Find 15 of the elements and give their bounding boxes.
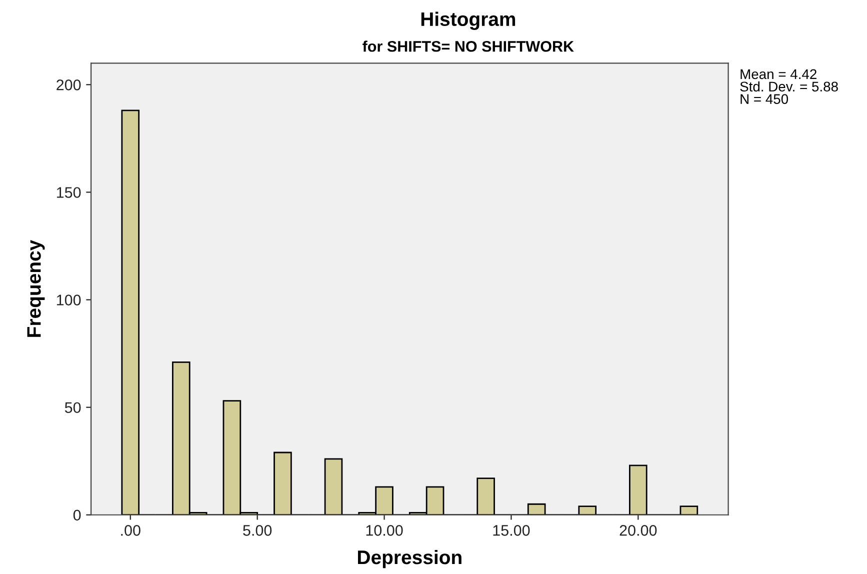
x-tick-label: 15.00 (493, 525, 530, 536)
x-tick-label: .00 (121, 525, 140, 536)
chart-subtitle: for SHIFTS= NO SHIFTWORK (362, 40, 574, 52)
y-tick-label: 0 (73, 510, 81, 521)
y-tick-label: 50 (64, 402, 81, 414)
x-axis-title: Depression (358, 550, 462, 568)
x-tick-label: 20.00 (620, 525, 657, 536)
y-tick-label: 150 (56, 187, 81, 198)
y-tick-label: 100 (56, 294, 81, 306)
x-tick-label: 5.00 (243, 525, 272, 536)
x-tick-label: 10.00 (366, 525, 403, 536)
y-tick-label: 200 (56, 80, 81, 90)
y-axis-title: Frequency (27, 240, 45, 337)
text: Mean = 4.42 Std. Dev. = 5.88 N = 450 (740, 69, 838, 104)
chart-title: Histogram (421, 12, 516, 30)
